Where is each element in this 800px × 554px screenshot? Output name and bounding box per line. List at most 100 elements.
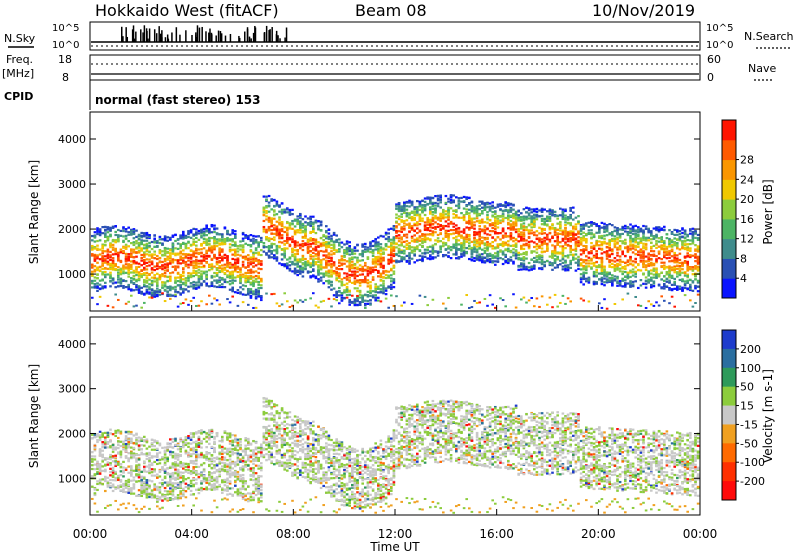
heatmap-cell (319, 237, 323, 240)
heatmap-cell (158, 261, 162, 264)
heatmap-cell (416, 240, 419, 243)
heatmap-cell (473, 221, 476, 224)
heatmap-cell (218, 256, 221, 259)
heatmap-cell (348, 269, 351, 273)
heatmap-cell (234, 268, 237, 271)
heatmap-cell (449, 198, 453, 202)
heatmap-cell (431, 218, 435, 221)
heatmap-cell (421, 233, 424, 236)
heatmap-cell (418, 202, 422, 205)
heatmap-cell (530, 232, 533, 235)
heatmap-cell (395, 253, 398, 256)
heatmap-cell (455, 248, 458, 251)
heatmap-cell (301, 275, 305, 278)
heatmap-cell (265, 206, 268, 209)
heatmap-cell (189, 243, 193, 246)
heatmap-cell (137, 277, 141, 281)
heatmap-cell (514, 213, 518, 217)
heatmap-cell (239, 240, 242, 243)
heatmap-cell (202, 232, 206, 235)
heatmap-cell (499, 257, 502, 260)
heatmap-cell (462, 239, 466, 242)
heatmap-cell (374, 294, 377, 297)
heatmap-cell (470, 221, 474, 224)
heatmap-cell (262, 208, 266, 211)
heatmap-cell (218, 265, 221, 268)
heatmap-cell (215, 281, 219, 284)
heatmap-cell (582, 237, 585, 240)
heatmap-cell (561, 248, 565, 252)
heatmap-cell (228, 273, 232, 276)
heatmap-cell (566, 256, 570, 259)
heatmap-cell (304, 226, 307, 229)
heatmap-cell (358, 290, 362, 293)
heatmap-cell (392, 266, 396, 269)
heatmap-cell (273, 227, 276, 230)
heatmap-cell (390, 287, 393, 290)
heatmap-cell (158, 290, 162, 294)
heatmap-cell (379, 260, 383, 263)
heatmap-cell (561, 212, 565, 215)
heatmap-cell (340, 262, 344, 265)
heatmap-cell (296, 241, 299, 244)
heatmap-cell (114, 263, 117, 266)
heatmap-cell (574, 249, 578, 253)
heatmap-cell (439, 240, 442, 243)
heatmap-cell (390, 261, 393, 264)
heatmap-cell (205, 234, 208, 237)
heatmap-cell (270, 228, 273, 232)
heatmap-cell (504, 216, 507, 220)
heatmap-cell (132, 256, 136, 259)
heatmap-cell (390, 227, 393, 230)
heatmap-cell (462, 241, 466, 244)
heatmap-cell (478, 225, 481, 228)
heatmap-cell (96, 303, 99, 306)
heatmap-cell (374, 261, 377, 264)
heatmap-cell (553, 261, 557, 265)
heatmap-cell (481, 236, 484, 239)
heatmap-cell (439, 224, 442, 227)
heatmap-cell (96, 244, 99, 247)
heatmap-cell (231, 243, 234, 247)
heatmap-cell (468, 208, 471, 211)
heatmap-cell (156, 287, 159, 290)
heatmap-cell (364, 261, 367, 265)
heatmap-cell (434, 239, 437, 242)
heatmap-cell (156, 241, 159, 244)
heatmap-cell (91, 266, 94, 269)
heatmap-cell (145, 258, 149, 261)
heatmap-cell (488, 208, 492, 211)
heatmap-cell (369, 285, 372, 288)
heatmap-cell (312, 239, 315, 242)
heatmap-cell (431, 201, 435, 204)
heatmap-cell (356, 289, 359, 293)
heatmap-cell (247, 269, 250, 272)
heatmap-cell (496, 217, 500, 220)
heatmap-cell (106, 257, 110, 260)
heatmap-cell (431, 216, 435, 219)
heatmap-cell (280, 212, 284, 215)
heatmap-cell (395, 260, 398, 263)
heatmap-cell (182, 290, 185, 293)
heatmap-cell (114, 225, 117, 228)
heatmap-cell (491, 226, 494, 230)
heatmap-cell (457, 206, 461, 210)
heatmap-cell (226, 274, 229, 277)
heatmap-cell (585, 234, 588, 237)
heatmap-cell (200, 300, 203, 303)
heatmap-cell (501, 228, 505, 231)
heatmap-cell (340, 284, 344, 287)
heatmap-cell (501, 234, 505, 237)
heatmap-cell (291, 270, 294, 273)
heatmap-cell (223, 237, 227, 241)
heatmap-cell (514, 216, 518, 219)
heatmap-cell (582, 277, 585, 281)
heatmap-cell (436, 240, 440, 243)
heatmap-cell (213, 297, 216, 300)
heatmap-cell (332, 252, 336, 255)
heatmap-cell (249, 263, 253, 266)
heatmap-cell (457, 216, 461, 219)
heatmap-cell (494, 260, 497, 263)
heatmap-cell (223, 280, 227, 284)
heatmap-cell (319, 268, 323, 271)
